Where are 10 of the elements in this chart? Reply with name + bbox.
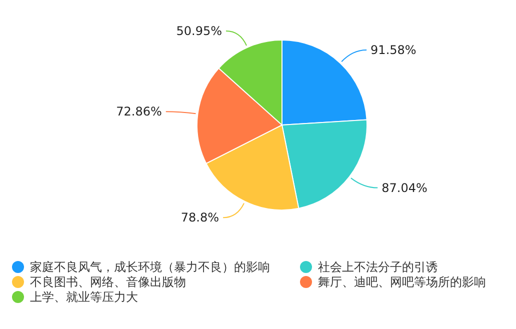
legend-label: 家庭不良风气，成长环境（暴力不良）的影响 [30, 260, 270, 274]
data-label: 72.86% [116, 104, 162, 119]
data-label: 50.95% [176, 24, 222, 38]
data-label: 91.58% [370, 42, 416, 57]
legend-label: 社会上不法分子的引诱 [318, 260, 438, 274]
legend-label: 上学、就业等压力大 [30, 290, 138, 304]
legend-label: 舞厅、迪吧、网吧等场所的影响 [318, 275, 486, 289]
data-label: 87.04% [382, 180, 428, 195]
legend-label: 不良图书、网络、音像出版物 [30, 275, 186, 289]
data-label: 78.8% [180, 210, 220, 225]
